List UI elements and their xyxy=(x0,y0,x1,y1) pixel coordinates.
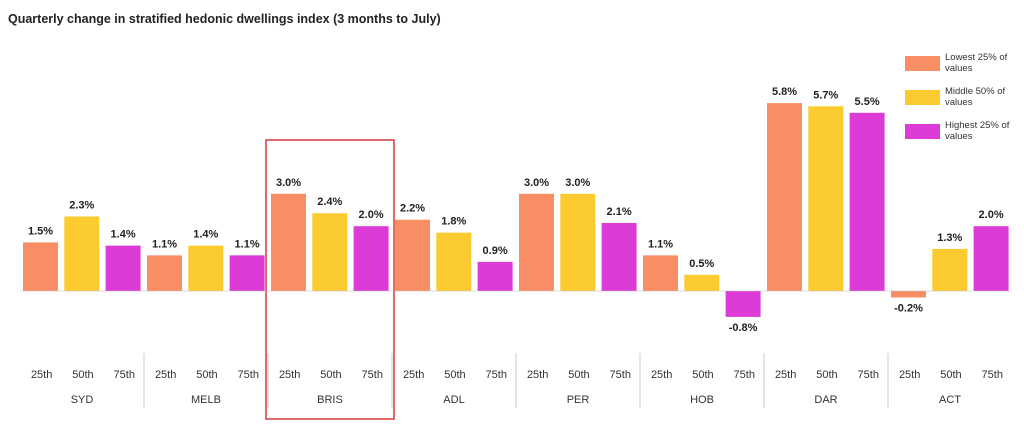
value-label-act-75th: 2.0% xyxy=(979,209,1004,221)
bar-act-75th xyxy=(973,226,1009,291)
value-label-syd-75th: 1.4% xyxy=(111,229,136,241)
value-label-dar-50th: 5.7% xyxy=(813,89,838,101)
group-label-bris: BRIS xyxy=(317,394,343,406)
tick-label-syd-50th: 50th xyxy=(72,369,93,381)
highlight-box-bris xyxy=(265,139,395,420)
bar-melb-25th xyxy=(147,255,182,291)
tick-label-syd-75th: 75th xyxy=(114,369,135,381)
tick-label-adl-75th: 75th xyxy=(486,369,507,381)
value-label-hob-75th: -0.8% xyxy=(729,322,758,334)
legend-swatch-middle xyxy=(905,90,940,105)
bar-bris-50th xyxy=(312,213,348,291)
tick-label-dar-25th: 25th xyxy=(775,369,796,381)
value-label-bris-25th: 3.0% xyxy=(276,177,301,189)
value-label-bris-50th: 2.4% xyxy=(317,196,342,208)
bar-syd-75th xyxy=(105,245,141,291)
tick-label-dar-75th: 75th xyxy=(858,369,879,381)
value-label-per-25th: 3.0% xyxy=(524,177,549,189)
legend-label-highest: Highest 25% of values xyxy=(945,120,1010,142)
group-label-per: PER xyxy=(567,394,590,406)
value-label-per-75th: 2.1% xyxy=(607,206,632,218)
tick-label-per-75th: 75th xyxy=(610,369,631,381)
tick-label-act-25th: 25th xyxy=(899,369,920,381)
bar-adl-50th xyxy=(436,232,472,291)
value-label-bris-75th: 2.0% xyxy=(359,209,384,221)
tick-label-hob-75th: 75th xyxy=(734,369,755,381)
legend-swatch-lowest xyxy=(905,56,940,71)
value-label-adl-75th: 0.9% xyxy=(483,245,508,257)
tick-label-bris-75th: 75th xyxy=(362,369,383,381)
bar-hob-25th xyxy=(643,255,678,291)
value-label-dar-75th: 5.5% xyxy=(855,96,880,108)
group-label-act: ACT xyxy=(939,394,961,406)
bar-hob-75th xyxy=(725,291,761,317)
tick-label-per-50th: 50th xyxy=(568,369,589,381)
value-label-hob-50th: 0.5% xyxy=(689,258,714,270)
legend-item-middle: Middle 50% of values xyxy=(905,86,1020,120)
bar-bris-75th xyxy=(353,226,389,291)
value-label-act-25th: -0.2% xyxy=(894,302,923,314)
bar-hob-50th xyxy=(684,274,720,291)
legend-label-middle: Middle 50% of values xyxy=(945,86,1006,108)
value-label-act-50th: 1.3% xyxy=(937,232,962,244)
tick-label-dar-50th: 50th xyxy=(816,369,837,381)
bar-per-75th xyxy=(601,222,637,291)
value-label-hob-25th: 1.1% xyxy=(648,238,673,250)
tick-label-syd-25th: 25th xyxy=(31,369,52,381)
legend: Lowest 25% of values Middle 50% of value… xyxy=(905,52,1020,154)
value-label-melb-50th: 1.4% xyxy=(193,229,218,241)
legend-swatch-highest xyxy=(905,124,940,139)
bar-adl-75th xyxy=(477,261,513,291)
tick-label-act-50th: 50th xyxy=(940,369,961,381)
bar-melb-75th xyxy=(229,255,265,291)
group-label-hob: HOB xyxy=(690,394,714,406)
value-label-syd-25th: 1.5% xyxy=(28,225,53,237)
tick-label-adl-50th: 50th xyxy=(444,369,465,381)
value-label-melb-25th: 1.1% xyxy=(152,238,177,250)
group-label-dar: DAR xyxy=(814,394,837,406)
tick-label-melb-75th: 75th xyxy=(238,369,259,381)
legend-label-lowest: Lowest 25% of values xyxy=(945,52,1008,74)
value-label-melb-75th: 1.1% xyxy=(235,238,260,250)
value-label-per-50th: 3.0% xyxy=(565,177,590,189)
bar-dar-25th xyxy=(767,103,802,291)
bar-melb-50th xyxy=(188,245,224,291)
group-label-adl: ADL xyxy=(443,394,464,406)
tick-label-per-25th: 25th xyxy=(527,369,548,381)
tick-label-bris-50th: 50th xyxy=(320,369,341,381)
value-label-dar-25th: 5.8% xyxy=(772,86,797,98)
value-label-adl-50th: 1.8% xyxy=(441,216,466,228)
chart-title: Quarterly change in stratified hedonic d… xyxy=(8,12,441,26)
tick-label-hob-25th: 25th xyxy=(651,369,672,381)
bar-adl-25th xyxy=(395,219,430,291)
tick-label-melb-25th: 25th xyxy=(155,369,176,381)
bar-act-50th xyxy=(932,248,968,291)
group-label-syd: SYD xyxy=(71,394,94,406)
tick-label-hob-50th: 50th xyxy=(692,369,713,381)
group-label-melb: MELB xyxy=(191,394,221,406)
bar-per-25th xyxy=(519,193,554,291)
value-label-adl-25th: 2.2% xyxy=(400,203,425,215)
bar-dar-75th xyxy=(849,112,885,291)
bar-syd-25th xyxy=(23,242,58,291)
legend-item-highest: Highest 25% of values xyxy=(905,120,1020,154)
bar-syd-50th xyxy=(64,216,100,291)
bar-act-25th xyxy=(891,291,926,298)
tick-label-adl-25th: 25th xyxy=(403,369,424,381)
tick-label-melb-50th: 50th xyxy=(196,369,217,381)
tick-label-bris-25th: 25th xyxy=(279,369,300,381)
value-label-syd-50th: 2.3% xyxy=(69,199,94,211)
bar-bris-25th xyxy=(271,193,306,291)
tick-label-act-75th: 75th xyxy=(982,369,1003,381)
bar-per-50th xyxy=(560,193,596,291)
bar-dar-50th xyxy=(808,106,844,291)
legend-item-lowest: Lowest 25% of values xyxy=(905,52,1020,86)
